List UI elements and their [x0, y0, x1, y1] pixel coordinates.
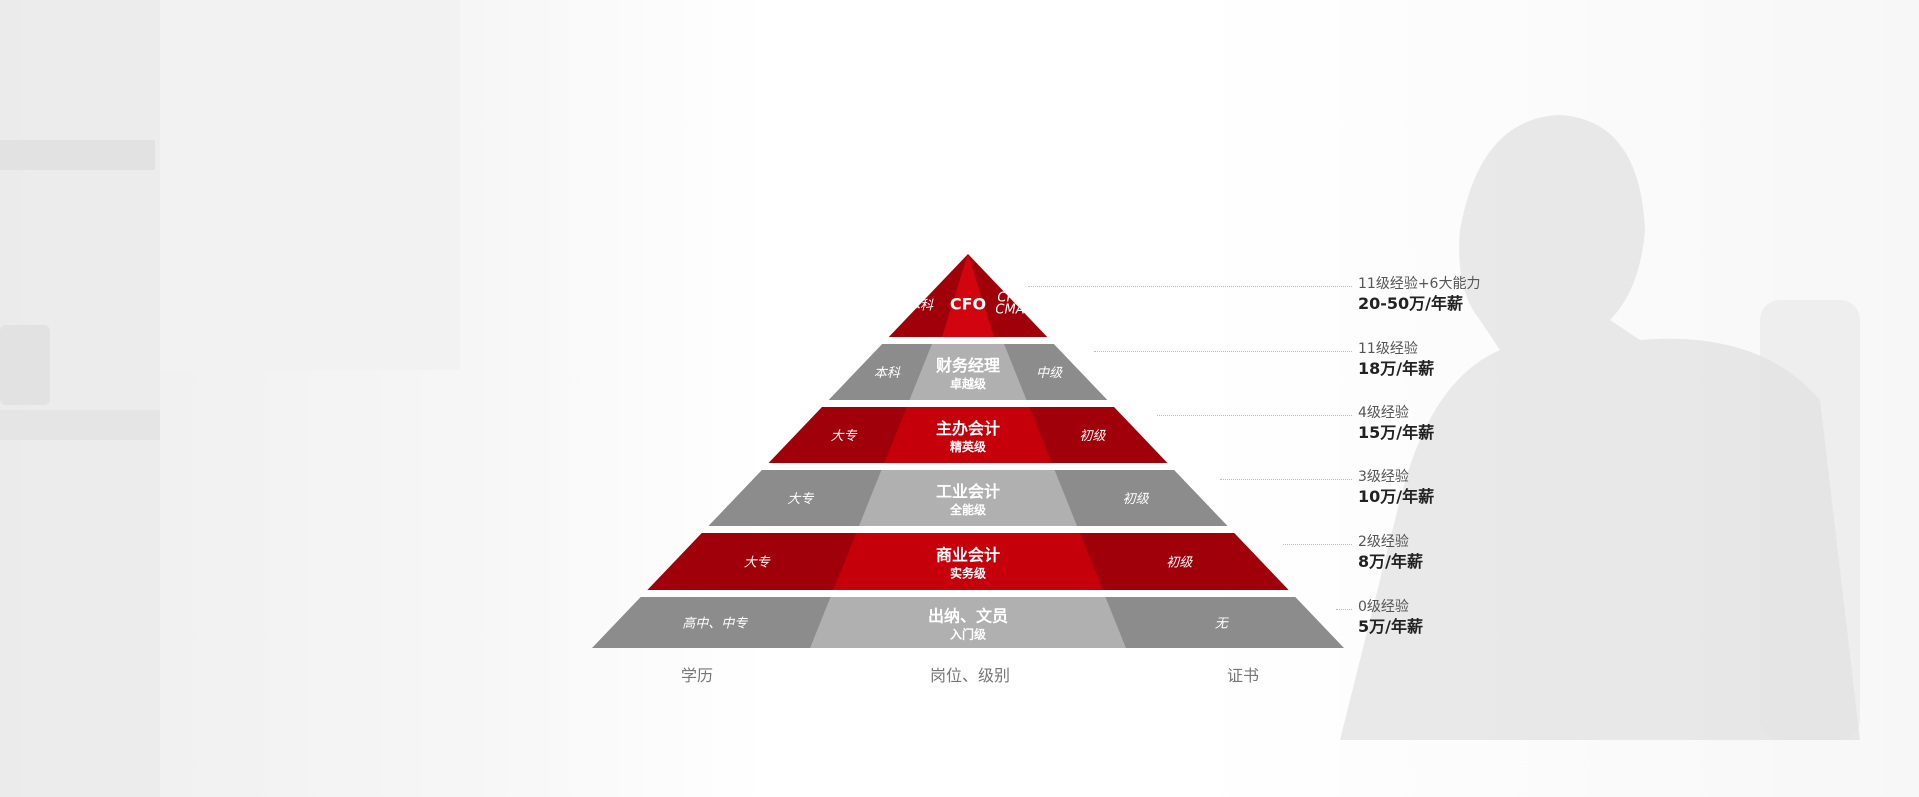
experience-text: 4级经验 — [1358, 405, 1409, 421]
level-salary-info: 4级经验 15万/年薪 — [1358, 404, 1434, 444]
person-silhouette — [1340, 115, 1860, 740]
education-label: 大专 — [831, 429, 858, 444]
salary-text: 18万/年薪 — [1358, 359, 1435, 378]
tier-center-panel — [833, 533, 1103, 590]
pyramid-tier — [647, 533, 1289, 590]
education-label: 大专 — [744, 556, 771, 571]
level-salary-info: 3级经验 10万/年薪 — [1358, 468, 1434, 508]
level-title: 工业会计 — [936, 482, 1000, 501]
certificate-label: 中级 — [1036, 366, 1063, 381]
experience-text: 0级经验 — [1358, 599, 1409, 615]
pyramid-tier — [768, 407, 1168, 463]
level-subtitle: 精英级 — [950, 439, 986, 454]
certificate-label: CPA — [997, 291, 1022, 306]
leader-line — [1220, 479, 1352, 480]
level-title: CFO — [950, 295, 986, 314]
certificate-label: 初级 — [1123, 492, 1150, 507]
level-salary-info: 2级经验 8万/年薪 — [1358, 533, 1423, 573]
education-label: 高中、中专 — [682, 617, 748, 632]
level-subtitle: 入门级 — [950, 627, 986, 642]
tier-center-panel — [942, 254, 994, 337]
education-label: 大专 — [787, 492, 814, 507]
tier-center-panel — [858, 470, 1078, 526]
salary-text: 8万/年薪 — [1358, 552, 1423, 571]
tier-center-panel — [810, 597, 1126, 648]
level-salary-info: 0级经验 5万/年薪 — [1358, 598, 1423, 638]
axis-label-position: 岗位、级别 — [929, 666, 1011, 685]
experience-text: 3级经验 — [1358, 469, 1409, 485]
experience-text: 11级经验+6大能力 — [1358, 276, 1481, 292]
level-title: 出纳、文员 — [928, 607, 1008, 626]
leader-line — [1336, 609, 1352, 610]
pyramid-tier — [828, 344, 1108, 400]
level-title: 财务经理 — [935, 356, 1000, 375]
leader-line — [1283, 544, 1352, 545]
salary-text: 20-50万/年薪 — [1358, 294, 1464, 313]
axis-label-certificate: 证书 — [1226, 666, 1260, 685]
level-subtitle: 卓越级 — [950, 376, 986, 391]
experience-text: 2级经验 — [1358, 534, 1409, 550]
leader-line — [1094, 351, 1352, 352]
salary-text: 5万/年薪 — [1358, 617, 1423, 636]
certificate-label: CMA — [995, 303, 1024, 318]
leader-line — [1028, 286, 1352, 287]
salary-text: 10万/年薪 — [1358, 487, 1435, 506]
pyramid-tier — [708, 470, 1228, 526]
level-title: 主办会计 — [936, 419, 1000, 438]
level-title: 商业会计 — [936, 546, 1000, 565]
education-label: 本科 — [874, 366, 901, 381]
leader-line — [1157, 415, 1352, 416]
tier-center-panel — [909, 344, 1027, 400]
salary-text: 15万/年薪 — [1358, 423, 1435, 442]
level-salary-info: 11级经验 18万/年薪 — [1358, 340, 1434, 380]
level-subtitle: 实务级 — [950, 566, 986, 581]
certificate-label: 无 — [1215, 617, 1230, 632]
level-salary-info: 11级经验+6大能力 20-50万/年薪 — [1358, 275, 1480, 315]
level-subtitle: 全能级 — [949, 502, 986, 517]
pyramid-tier — [592, 597, 1344, 648]
experience-text: 11级经验 — [1358, 341, 1418, 357]
axis-label-education: 学历 — [680, 666, 714, 685]
pyramid-tier — [888, 254, 1048, 337]
tier-center-panel — [884, 407, 1052, 463]
certificate-label: 初级 — [1166, 556, 1193, 571]
education-label: 本科 — [907, 299, 934, 314]
certificate-label: 初级 — [1079, 429, 1106, 444]
